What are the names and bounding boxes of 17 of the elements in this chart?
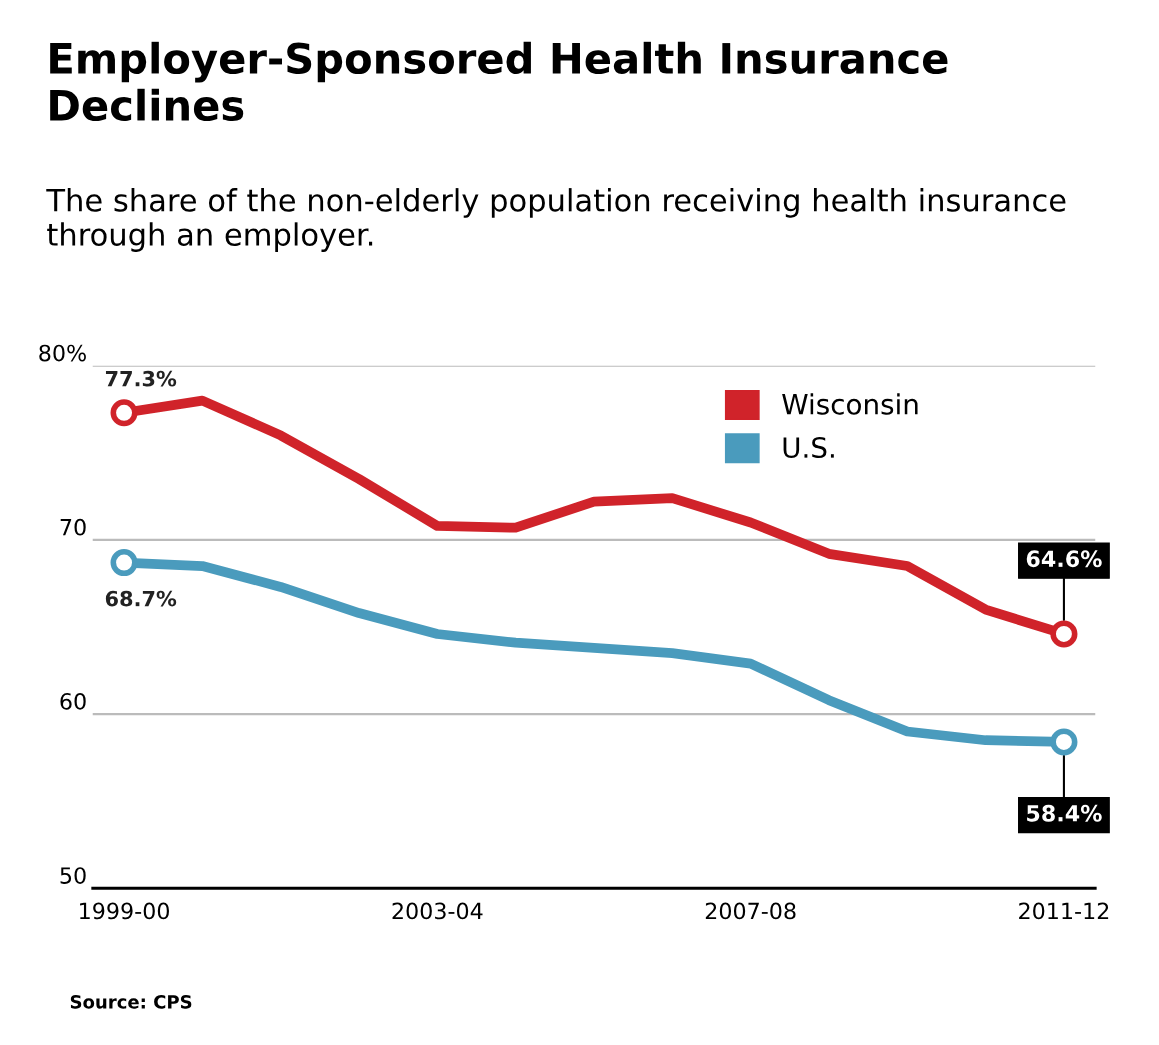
x-tick-label: 1999-00 [80, 902, 169, 920]
data-label: 68.7% [105, 590, 177, 607]
chart-subtitle: The share of the non-elderly population receiving health insurance through an employer. [46, 188, 1066, 252]
data-label: 64.6% [1026, 550, 1102, 568]
data-label: 58.4% [1027, 804, 1102, 822]
legend-label: U.S. [783, 437, 834, 459]
y-tick-label: 60 [60, 692, 86, 710]
y-tick-label: 70 [60, 518, 86, 536]
legend-label: Wisconsin [782, 393, 918, 415]
x-tick-label: 2003-04 [392, 902, 483, 920]
x-tick-label: 2007-08 [705, 902, 796, 920]
data-label: 77.3% [105, 370, 177, 387]
x-tick-label: 2011-12 [1019, 902, 1109, 920]
y-tick-label: 50 [60, 867, 86, 884]
y-tick-label: 80% [39, 344, 86, 362]
chart-title: Employer-Sponsored Health Insurance Declines [50, 41, 948, 122]
source-note: Source: CPS [70, 995, 192, 1009]
